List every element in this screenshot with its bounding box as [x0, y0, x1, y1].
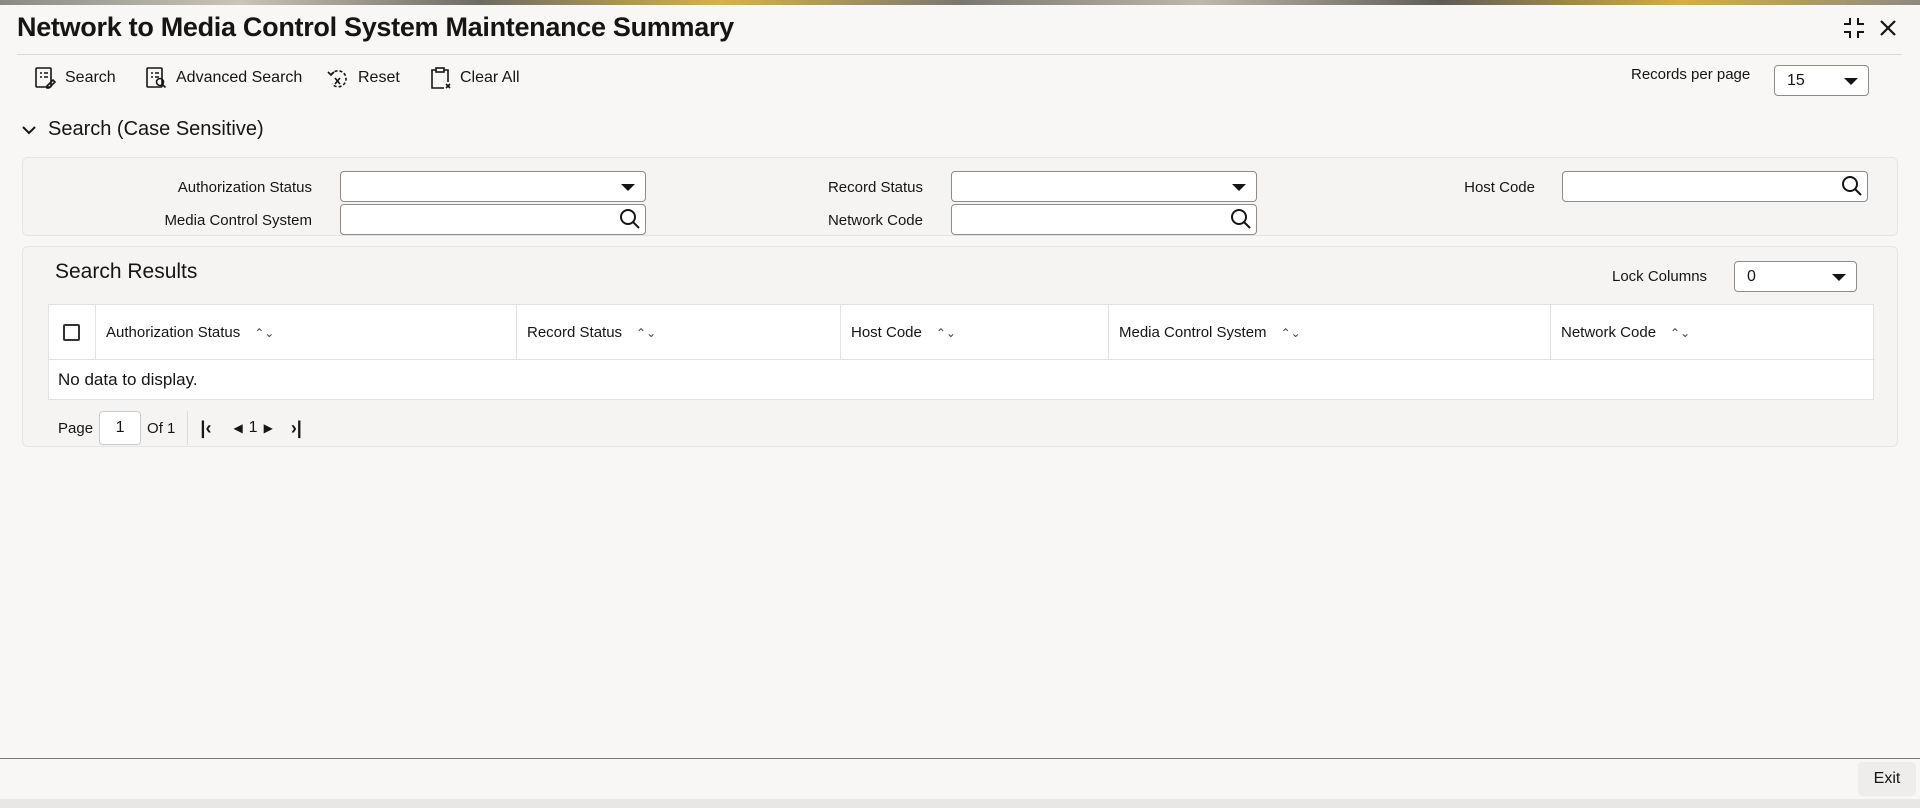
pagination: Page 1 Of 1 |‹ ◀ 1 ▶ ›|	[58, 411, 302, 445]
page-number-input[interactable]: 1	[99, 411, 142, 445]
network-code-label: Network Code	[827, 212, 923, 229]
page-title: Network to Media Control System Maintena…	[17, 12, 734, 42]
search-icon[interactable]	[1841, 175, 1863, 197]
record-status-label: Record Status	[827, 179, 923, 196]
search-icon[interactable]	[619, 208, 641, 230]
last-page-icon[interactable]: ›|	[290, 417, 302, 438]
close-icon[interactable]	[1877, 17, 1899, 39]
advanced-search-icon	[146, 67, 167, 89]
footer-divider	[0, 758, 1920, 759]
column-header-media-control-system[interactable]: Media Control System ⌃⌄	[1108, 305, 1550, 360]
column-header-record-status[interactable]: Record Status ⌃⌄	[516, 305, 840, 360]
exit-button[interactable]: Exit	[1858, 762, 1916, 796]
records-per-page-select[interactable]: 15	[1774, 65, 1869, 96]
sort-icon[interactable]: ⌃⌄	[1280, 325, 1301, 340]
column-header-authorization-status[interactable]: Authorization Status ⌃⌄	[95, 305, 516, 360]
search-doc-icon	[35, 67, 57, 89]
chevron-down-icon	[621, 184, 635, 191]
host-code-input[interactable]	[1562, 171, 1868, 202]
clear-all-button[interactable]: Clear All	[428, 66, 520, 90]
authorization-status-label: Authorization Status	[177, 179, 312, 196]
minimize-icon[interactable]	[1843, 17, 1865, 39]
search-button[interactable]: Search	[33, 66, 116, 90]
record-status-select[interactable]	[951, 171, 1257, 202]
chevron-down-icon	[1844, 78, 1858, 85]
chevron-down-icon	[1232, 184, 1246, 191]
column-header-network-code[interactable]: Network Code ⌃⌄	[1550, 305, 1875, 360]
header-banner	[0, 0, 1920, 5]
sort-icon[interactable]: ⌃⌄	[1670, 325, 1691, 340]
clipboard-clear-icon	[431, 67, 451, 89]
footer-strip	[0, 799, 1920, 808]
authorization-status-select[interactable]	[340, 171, 646, 202]
network-code-input[interactable]	[951, 204, 1257, 235]
column-header-host-code[interactable]: Host Code ⌃⌄	[840, 305, 1108, 360]
current-page: 1	[248, 419, 258, 436]
media-control-system-label: Media Control System	[164, 212, 312, 229]
reset-button[interactable]: Reset	[326, 66, 400, 90]
results-table: Authorization Status ⌃⌄ Record Status ⌃⌄ H…	[48, 304, 1875, 400]
lock-columns-select[interactable]: 0	[1734, 261, 1857, 292]
chevron-down-icon	[22, 125, 36, 134]
table-header-row: Authorization Status ⌃⌄ Record Status ⌃⌄ H…	[49, 305, 1875, 360]
lock-columns-label: Lock Columns	[1612, 268, 1708, 285]
search-results-panel: Search Results Lock Columns 0 Authorizat…	[22, 246, 1898, 447]
sort-icon[interactable]: ⌃⌄	[636, 325, 657, 340]
reset-icon	[327, 69, 347, 88]
sort-icon[interactable]: ⌃⌄	[254, 325, 275, 340]
search-results-title: Search Results	[55, 260, 198, 283]
divider	[17, 54, 1902, 55]
chevron-down-icon	[1832, 274, 1846, 281]
host-code-label: Host Code	[1464, 179, 1535, 196]
search-panel: Authorization Status Media Control Syste…	[22, 157, 1898, 236]
search-icon[interactable]	[1230, 208, 1252, 230]
sort-icon[interactable]: ⌃⌄	[935, 325, 956, 340]
empty-message: No data to display.	[58, 370, 198, 389]
advanced-search-button[interactable]: Advanced Search	[144, 66, 302, 90]
media-control-system-input[interactable]	[340, 204, 646, 235]
search-section-toggle[interactable]: Search (Case Sensitive)	[22, 118, 264, 141]
next-page-icon[interactable]: ▶	[263, 421, 273, 435]
select-all-checkbox[interactable]	[63, 324, 80, 341]
records-per-page-label: Records per page	[1631, 66, 1751, 83]
previous-page-icon[interactable]: ◀	[233, 421, 243, 435]
first-page-icon[interactable]: |‹	[200, 417, 212, 438]
